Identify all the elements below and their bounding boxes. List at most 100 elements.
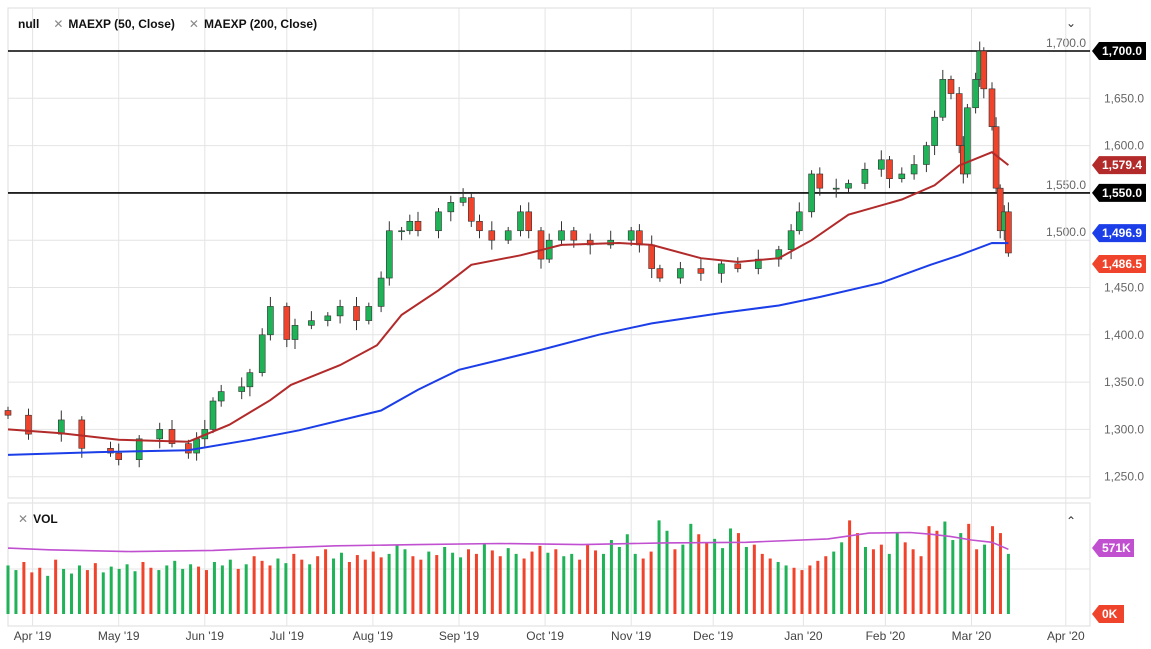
volume-bar bbox=[347, 561, 351, 614]
volume-bar bbox=[911, 549, 915, 614]
volume-bar bbox=[633, 553, 637, 614]
volume-bar bbox=[284, 563, 288, 614]
candle-body bbox=[545, 239, 553, 260]
volume-bar bbox=[101, 572, 105, 614]
volume-bar bbox=[514, 553, 518, 614]
volume-bar bbox=[935, 530, 939, 614]
candle bbox=[988, 82, 996, 131]
volume-bar bbox=[324, 549, 328, 614]
candle-body bbox=[135, 438, 143, 460]
volume-bar bbox=[387, 553, 391, 614]
volume-bar bbox=[641, 558, 645, 614]
volume-bar bbox=[744, 546, 748, 614]
candle bbox=[385, 221, 393, 286]
chart-legend: null ✕ MAEXP (50, Close) ✕ MAEXP (200, Clo… bbox=[18, 17, 317, 31]
candle-body bbox=[414, 220, 422, 232]
volume-bar bbox=[625, 534, 629, 614]
remove-icon[interactable]: ✕ bbox=[188, 17, 199, 31]
volume-bar bbox=[300, 559, 304, 614]
candle bbox=[324, 312, 332, 327]
level-tag-1550: 1,550.0 bbox=[1102, 186, 1142, 200]
candle-body bbox=[861, 168, 869, 184]
volume-bar bbox=[768, 558, 772, 614]
volume-bar bbox=[419, 559, 423, 614]
candle-body bbox=[734, 263, 742, 269]
volume-bar bbox=[951, 540, 955, 614]
x-tick-label: Jul '19 bbox=[270, 629, 305, 643]
candle-body bbox=[467, 197, 475, 222]
candle bbox=[910, 155, 918, 180]
indicator-ma50[interactable]: ✕ MAEXP (50, Close) bbox=[53, 17, 175, 31]
remove-icon[interactable]: ✕ bbox=[18, 512, 29, 526]
candle bbox=[980, 47, 988, 99]
indicator-ma200[interactable]: ✕ MAEXP (200, Close) bbox=[188, 17, 318, 31]
candle bbox=[435, 208, 442, 239]
volume-bar bbox=[125, 564, 129, 614]
volume-bar bbox=[554, 549, 558, 614]
candle-body bbox=[964, 107, 971, 175]
candle-body bbox=[898, 173, 906, 180]
volume-bar bbox=[681, 544, 685, 614]
ma200-line bbox=[7, 241, 1009, 456]
candle-body bbox=[258, 334, 266, 373]
volume-bar bbox=[14, 570, 18, 614]
candle-body bbox=[931, 116, 938, 146]
volume-bar bbox=[522, 558, 526, 614]
volume-bar bbox=[824, 556, 828, 614]
volume-bar bbox=[260, 560, 264, 614]
chevron-down-icon[interactable]: ⌄ bbox=[1066, 16, 1077, 30]
volume-bar bbox=[379, 557, 383, 614]
candle bbox=[734, 257, 742, 273]
candle bbox=[414, 211, 422, 237]
chevron-up-icon[interactable]: ⌃ bbox=[1066, 514, 1077, 528]
candle-body bbox=[504, 230, 512, 241]
x-tick-label: Apr '19 bbox=[14, 629, 52, 643]
candle bbox=[238, 377, 245, 400]
candle bbox=[996, 184, 1004, 239]
volume-bar bbox=[760, 553, 764, 614]
candle bbox=[398, 226, 405, 241]
volume-bar bbox=[204, 570, 208, 614]
volume-bar bbox=[482, 543, 486, 614]
candle bbox=[517, 205, 524, 237]
candle-body bbox=[435, 211, 442, 232]
candle-body bbox=[107, 448, 114, 454]
candle-body bbox=[406, 220, 414, 232]
candle bbox=[107, 441, 114, 457]
volume-bar bbox=[903, 542, 907, 614]
volume-bar bbox=[832, 551, 836, 614]
remove-icon[interactable]: ✕ bbox=[53, 17, 64, 31]
ma50-value-tag: 1,579.4 bbox=[1102, 158, 1142, 172]
volume-bar bbox=[784, 565, 788, 614]
price-pane-border bbox=[7, 7, 1091, 499]
volume-bar bbox=[848, 520, 852, 614]
volume-pane-border bbox=[7, 502, 1091, 627]
volume-bar bbox=[157, 570, 161, 614]
volume-bar bbox=[879, 544, 883, 614]
volume-bar bbox=[244, 564, 248, 614]
volume-bar bbox=[895, 533, 899, 614]
candle-body bbox=[459, 197, 467, 203]
candle bbox=[947, 75, 955, 100]
volume-bar bbox=[871, 549, 875, 614]
candle bbox=[377, 271, 385, 313]
volume-bar bbox=[165, 565, 169, 614]
candle-body bbox=[627, 230, 635, 241]
volume-bar bbox=[800, 570, 804, 614]
candle-body bbox=[996, 187, 1004, 232]
candle-body bbox=[447, 202, 455, 213]
volume-bar bbox=[435, 555, 439, 614]
candle bbox=[353, 296, 360, 331]
volume-bar bbox=[117, 568, 121, 614]
x-tick-label: Mar '20 bbox=[952, 629, 992, 643]
candle-body bbox=[787, 230, 795, 250]
candle-body bbox=[385, 230, 393, 279]
candle bbox=[832, 178, 840, 198]
candle bbox=[525, 202, 533, 239]
volume-bar bbox=[601, 553, 605, 614]
candle-body bbox=[697, 268, 705, 274]
candle-body bbox=[115, 452, 122, 460]
candle bbox=[283, 302, 291, 348]
